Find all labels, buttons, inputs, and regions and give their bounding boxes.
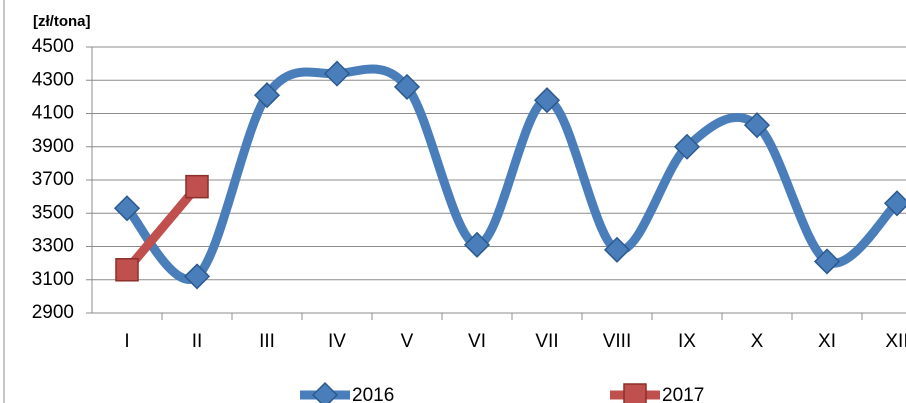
point (323, 60, 351, 87)
point (463, 231, 491, 258)
x-tick-label: VIII (603, 331, 632, 352)
y-tick-label: 4300 (32, 69, 74, 90)
y-tick-label: 2900 (32, 302, 74, 323)
legend-label: 2017 (662, 385, 704, 403)
y-tick-label: 3900 (32, 136, 74, 157)
x-tick-label: IV (328, 331, 346, 352)
point (673, 133, 701, 160)
point (183, 263, 211, 290)
point (115, 258, 139, 282)
series-line (122, 64, 902, 284)
x-tick-label: X (751, 331, 764, 352)
x-tick-label: XII (885, 331, 906, 352)
series-line (122, 182, 202, 275)
x-tick-label: IX (678, 331, 696, 352)
legend-label: 2016 (352, 385, 394, 403)
point (883, 190, 906, 217)
point (743, 112, 771, 139)
y-tick-label: 3500 (32, 202, 74, 223)
y-tick-label: 3300 (32, 236, 74, 257)
x-tick-label: III (259, 331, 275, 352)
x-tick-label: V (401, 331, 414, 352)
legend-marker (311, 381, 339, 403)
point (813, 248, 841, 275)
y-tick-label: 3100 (32, 269, 74, 290)
legend-marker (623, 383, 647, 403)
x-tick-label: VI (468, 331, 486, 352)
x-tick-label: VII (535, 331, 558, 352)
x-tick-label: I (124, 331, 129, 352)
x-tick-label: XI (818, 331, 836, 352)
x-tick-label: II (192, 331, 203, 352)
point (533, 87, 561, 114)
y-tick-label: 3700 (32, 169, 74, 190)
y-tick-label: 4100 (32, 103, 74, 124)
point (113, 195, 141, 222)
y-tick-label: 4500 (32, 36, 74, 57)
point (603, 236, 631, 263)
point (253, 82, 281, 109)
point (185, 174, 209, 199)
point (393, 73, 421, 100)
y-axis-label: [zł/tona] (33, 13, 91, 30)
